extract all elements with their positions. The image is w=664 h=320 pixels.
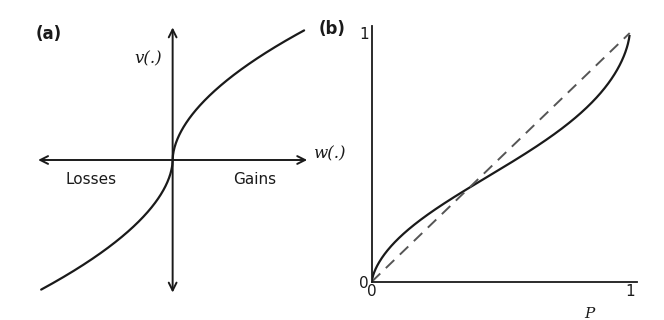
- Text: v(.): v(.): [135, 51, 162, 68]
- Text: P: P: [584, 307, 595, 320]
- Text: Gains: Gains: [233, 172, 276, 187]
- Text: (a): (a): [35, 25, 62, 43]
- Text: w(.): w(.): [313, 145, 346, 162]
- Text: (b): (b): [319, 20, 345, 38]
- Text: Losses: Losses: [65, 172, 116, 187]
